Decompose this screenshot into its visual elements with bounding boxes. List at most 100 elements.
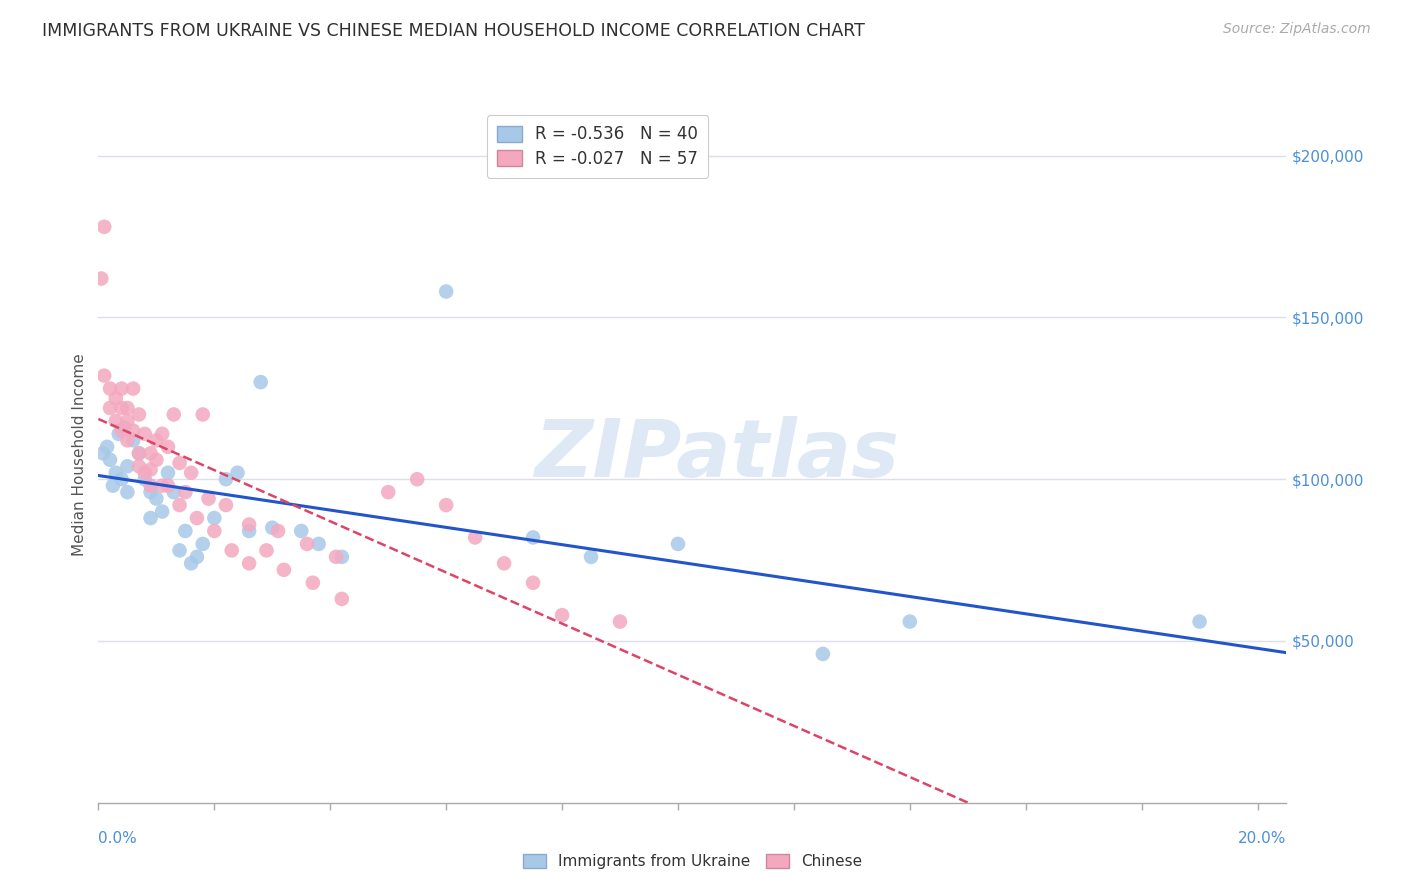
Point [551,608,574,623]
Point [186,549,208,564]
Point [117,414,139,428]
Point [156,478,179,492]
Point [221,543,243,558]
Point [122,382,145,396]
Point [238,524,260,538]
Point [169,543,191,558]
Text: Source: ZipAtlas.com: Source: ZipAtlas.com [1223,22,1371,37]
Point [1188,615,1211,629]
Point [197,491,219,506]
Point [191,408,214,422]
Point [93,368,115,383]
Point [110,472,132,486]
Point [256,543,278,558]
Point [267,524,290,538]
Point [110,424,132,438]
Point [273,563,295,577]
Point [104,392,127,406]
Point [295,537,318,551]
Point [150,504,173,518]
Point [811,647,834,661]
Point [139,485,162,500]
Point [522,575,544,590]
Point [191,537,214,551]
Point [104,414,127,428]
Point [98,382,121,396]
Point [128,459,150,474]
Point [308,537,330,551]
Text: 0.0%: 0.0% [98,831,138,846]
Point [262,521,284,535]
Point [666,537,689,551]
Point [330,591,353,606]
Point [128,408,150,422]
Point [163,408,186,422]
Point [609,615,631,629]
Point [169,456,191,470]
Point [169,498,191,512]
Point [139,462,162,476]
Point [110,401,132,415]
Point [150,478,173,492]
Point [163,485,186,500]
Point [290,524,312,538]
Text: ZIPatlas: ZIPatlas [534,416,898,494]
Point [579,549,602,564]
Point [150,426,173,441]
Text: IMMIGRANTS FROM UKRAINE VS CHINESE MEDIAN HOUSEHOLD INCOME CORRELATION CHART: IMMIGRANTS FROM UKRAINE VS CHINESE MEDIA… [42,22,865,40]
Point [145,491,167,506]
Point [104,466,127,480]
Point [134,426,156,441]
Point [215,472,238,486]
Point [90,271,112,285]
Point [98,401,121,415]
Point [325,549,347,564]
Point [96,440,118,454]
Point [110,382,132,396]
Point [202,524,225,538]
Text: 20.0%: 20.0% [1239,831,1286,846]
Point [238,517,260,532]
Point [91,446,114,460]
Point [134,466,156,480]
Point [180,557,202,571]
Point [117,485,139,500]
Point [174,485,197,500]
Point [117,459,139,474]
Point [249,375,271,389]
Point [434,498,457,512]
Point [107,426,129,441]
Point [139,511,162,525]
Legend: Immigrants from Ukraine, Chinese: Immigrants from Ukraine, Chinese [517,847,868,875]
Point [302,575,325,590]
Point [406,472,429,486]
Point [145,434,167,448]
Point [139,446,162,460]
Point [434,285,457,299]
Point [226,466,249,480]
Point [145,452,167,467]
Point [98,452,121,467]
Point [156,440,179,454]
Point [377,485,399,500]
Point [122,424,145,438]
Point [114,420,136,434]
Point [174,524,197,538]
Point [494,557,516,571]
Point [898,615,921,629]
Point [117,434,139,448]
Point [101,478,124,492]
Point [522,531,544,545]
Point [134,472,156,486]
Point [93,219,115,234]
Point [215,498,238,512]
Point [128,446,150,460]
Point [330,549,353,564]
Point [180,466,202,480]
Point [186,511,208,525]
Point [139,478,162,492]
Point [464,531,486,545]
Y-axis label: Median Household Income: Median Household Income [72,353,87,557]
Point [238,557,260,571]
Point [117,401,139,415]
